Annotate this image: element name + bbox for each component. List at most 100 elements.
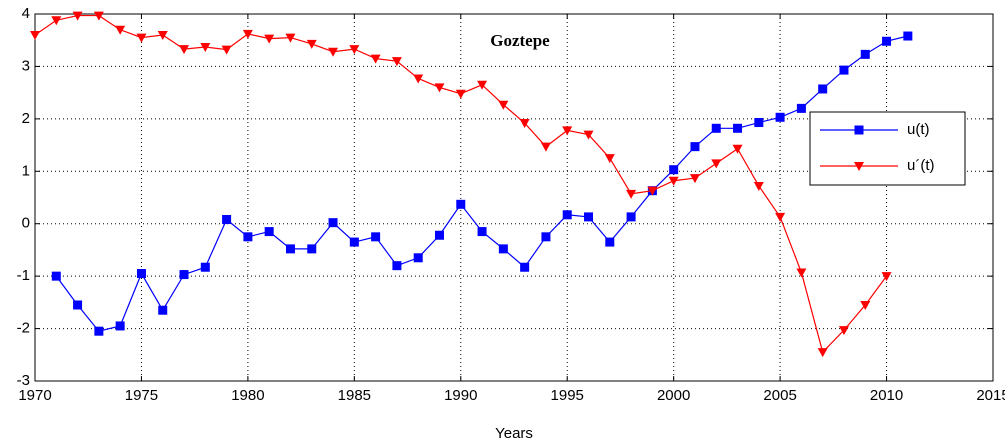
marker xyxy=(604,154,615,164)
marker xyxy=(733,123,743,133)
x-tick-label: 2015 xyxy=(976,387,1005,404)
marker xyxy=(754,118,764,128)
marker xyxy=(584,212,594,222)
y-tick-label: 2 xyxy=(22,110,30,127)
marker xyxy=(115,25,126,35)
marker xyxy=(519,119,530,129)
x-tick-label: 1985 xyxy=(338,387,371,404)
marker xyxy=(413,253,423,263)
x-tick-label: 2000 xyxy=(657,387,690,404)
marker xyxy=(854,162,864,171)
y-tick-label: 1 xyxy=(22,162,30,179)
marker xyxy=(242,29,253,39)
marker xyxy=(264,34,275,44)
marker xyxy=(860,300,871,310)
x-tick-label: 1995 xyxy=(551,387,584,404)
marker xyxy=(541,232,551,242)
marker xyxy=(285,244,295,254)
chart-title: Goztepe xyxy=(490,31,550,50)
legend: u(t) u´(t) xyxy=(809,111,966,186)
marker xyxy=(51,271,61,281)
marker xyxy=(562,210,572,220)
marker xyxy=(775,112,785,122)
marker xyxy=(51,16,62,26)
marker xyxy=(817,348,828,358)
marker xyxy=(711,123,721,133)
marker xyxy=(434,83,445,93)
marker xyxy=(839,65,849,75)
x-tick-label: 1990 xyxy=(444,387,477,404)
marker xyxy=(264,227,274,237)
y-tick-label: -1 xyxy=(17,267,30,284)
marker xyxy=(413,74,424,84)
marker xyxy=(498,244,508,254)
marker xyxy=(860,49,870,59)
marker xyxy=(477,227,487,237)
marker xyxy=(796,268,807,278)
marker xyxy=(328,47,339,57)
marker xyxy=(498,100,509,110)
marker xyxy=(711,159,722,169)
marker xyxy=(392,261,402,271)
marker xyxy=(328,218,338,228)
marker xyxy=(200,262,210,272)
marker xyxy=(221,45,232,55)
marker xyxy=(158,305,168,315)
marker xyxy=(605,237,615,247)
x-tick-label: 1975 xyxy=(125,387,158,404)
marker xyxy=(477,80,488,90)
marker xyxy=(73,300,83,310)
marker xyxy=(626,212,636,222)
marker xyxy=(349,45,360,55)
marker xyxy=(30,30,40,40)
marker xyxy=(72,11,83,21)
marker xyxy=(222,215,232,225)
y-tick-label: 0 xyxy=(22,215,30,232)
marker xyxy=(179,45,190,55)
marker xyxy=(540,142,551,152)
marker xyxy=(391,57,402,67)
marker xyxy=(200,43,211,53)
marker xyxy=(626,189,637,199)
marker xyxy=(93,11,104,21)
marker xyxy=(371,232,381,242)
marker xyxy=(882,36,892,46)
marker xyxy=(669,165,679,175)
x-tick-label: 2005 xyxy=(763,387,796,404)
legend-label: u´(t) xyxy=(907,157,935,174)
legend-box xyxy=(809,111,966,186)
marker xyxy=(243,232,253,242)
legend-label: u(t) xyxy=(907,121,930,138)
marker xyxy=(668,176,679,186)
marker xyxy=(370,54,381,64)
marker xyxy=(838,326,849,336)
marker xyxy=(285,33,296,43)
y-tick-label: -2 xyxy=(17,320,30,337)
marker xyxy=(854,125,864,135)
x-tick-label: 1980 xyxy=(231,387,264,404)
marker xyxy=(307,244,317,254)
marker xyxy=(818,84,828,94)
marker xyxy=(690,142,700,152)
marker xyxy=(136,33,147,43)
marker xyxy=(775,212,786,222)
marker xyxy=(647,186,658,196)
marker xyxy=(562,126,573,136)
marker xyxy=(796,103,806,113)
y-tick-label: -3 xyxy=(17,372,30,389)
marker xyxy=(520,262,530,272)
marker xyxy=(881,272,892,282)
marker xyxy=(306,39,317,49)
y-tick-label: 3 xyxy=(22,57,30,74)
marker xyxy=(456,199,466,209)
marker xyxy=(115,321,125,331)
marker xyxy=(689,174,700,184)
marker xyxy=(455,89,466,99)
marker xyxy=(583,130,594,140)
marker xyxy=(903,31,913,41)
x-tick-label: 2010 xyxy=(870,387,903,404)
plot-frame xyxy=(34,13,994,382)
marker xyxy=(732,144,743,154)
